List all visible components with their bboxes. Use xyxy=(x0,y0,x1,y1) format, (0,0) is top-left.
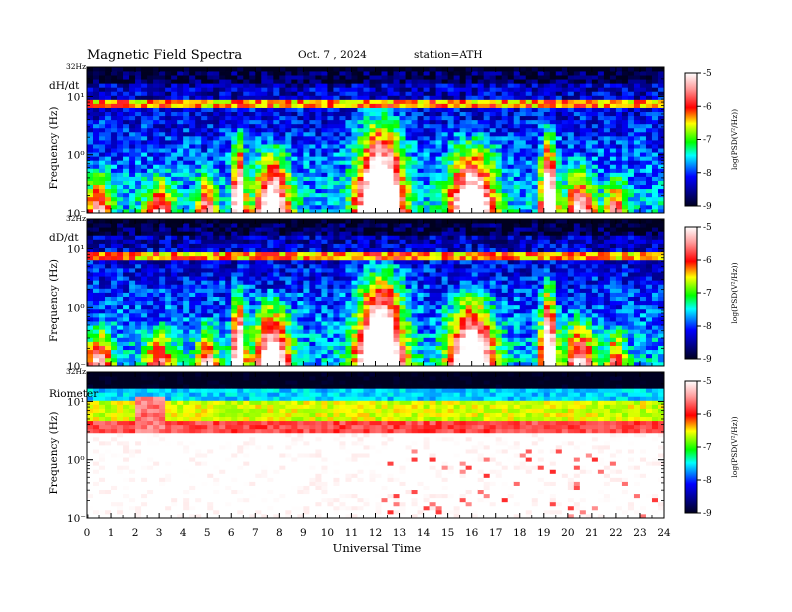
x-tick-label: 1 xyxy=(108,527,115,539)
colorbar-tick-label: -9 xyxy=(703,509,712,519)
x-tick-label: 11 xyxy=(345,527,358,539)
colorbar-scale xyxy=(684,380,698,514)
y-tick-label: 10⁻¹ xyxy=(67,513,90,525)
x-tick-label: 23 xyxy=(633,527,646,539)
colorbar-3: -5 -6 -7 -8 -9 log(PSD(V²/Hz)) xyxy=(684,377,739,519)
colorbar-tick-label: -8 xyxy=(703,476,712,486)
heatmap-3 xyxy=(87,372,665,519)
y-axis-label: Frequency (Hz) xyxy=(48,106,60,189)
x-tick-label: 20 xyxy=(561,527,574,539)
x-tick-label: 6 xyxy=(228,527,235,539)
x-tick-label: 24 xyxy=(657,527,671,539)
panel-3: Riometer 32Hz Frequency (Hz) 10⁻¹ 10⁰ 10¹ -5 -6… xyxy=(48,367,739,525)
colorbar-tick-label: -6 xyxy=(703,256,712,266)
y-tick-label: 10¹ xyxy=(67,396,85,408)
x-tick-label: 22 xyxy=(609,527,622,539)
x-tick-label: 17 xyxy=(489,527,502,539)
colorbar-tick-label: -8 xyxy=(703,169,712,179)
colorbar-tick-label: -5 xyxy=(703,69,712,79)
x-tick-label: 18 xyxy=(513,527,526,539)
x-tick-label: 9 xyxy=(300,527,307,539)
colorbar-tick-label: -9 xyxy=(703,355,712,365)
x-tick-label: 16 xyxy=(465,527,479,539)
x-tick-label: 4 xyxy=(180,527,187,539)
x-axis-label: Universal Time xyxy=(333,541,422,555)
station-label: station=ATH xyxy=(414,49,483,61)
x-tick-label: 19 xyxy=(537,527,550,539)
panel-label: Riometer xyxy=(49,388,99,400)
colorbar-tick-label: -5 xyxy=(703,223,712,233)
colorbar-label: log(PSD(V²/Hz)) xyxy=(730,109,739,170)
colorbar-tick-label: -6 xyxy=(703,102,712,112)
x-tick-label: 14 xyxy=(417,527,431,539)
y-tick-label: 10⁰ xyxy=(67,150,85,162)
y-tick-label: 10¹ xyxy=(67,91,85,103)
colorbar-scale xyxy=(684,226,698,360)
x-tick-label: 0 xyxy=(84,527,91,539)
y-axis-label: Frequency (Hz) xyxy=(48,259,60,342)
colorbar-scale xyxy=(684,72,698,207)
x-tick-label: 21 xyxy=(585,527,598,539)
colorbar-2: -5 -6 -7 -8 -9 log(PSD(V²/Hz)) xyxy=(684,223,739,365)
x-tick-label: 2 xyxy=(132,527,139,539)
colorbar-tick-label: -7 xyxy=(703,443,712,453)
colorbar-tick-label: -7 xyxy=(703,136,712,146)
x-tick-label: 13 xyxy=(393,527,406,539)
top-frequency-label: 32Hz xyxy=(66,62,86,71)
colorbar-tick-label: -6 xyxy=(703,410,712,420)
colorbar-label: log(PSD(V²/Hz)) xyxy=(730,262,739,323)
heatmap-1 xyxy=(87,67,665,214)
top-frequency-label: 32Hz xyxy=(66,367,86,376)
colorbar-tick-label: -8 xyxy=(703,322,712,332)
x-tick-label: 3 xyxy=(156,527,163,539)
x-tick-label: 8 xyxy=(276,527,283,539)
x-tick-label: 7 xyxy=(252,527,259,539)
colorbar-1: -5 -6 -7 -8 -9 log(PSD(V²/Hz)) xyxy=(684,69,739,212)
colorbar-tick-label: -5 xyxy=(703,377,712,387)
heatmap-2 xyxy=(87,219,665,367)
y-tick-label: 10⁻¹ xyxy=(67,361,90,373)
x-tick-label: 10 xyxy=(321,527,334,539)
date-label: Oct. 7 , 2024 xyxy=(298,49,367,61)
y-tick-label: 10⁰ xyxy=(67,455,85,467)
figure-title: Magnetic Field Spectra xyxy=(87,48,242,63)
panel-label: dD/dt xyxy=(49,232,79,244)
x-tick-label: 12 xyxy=(369,527,382,539)
y-axis-label: Frequency (Hz) xyxy=(48,411,60,494)
top-frequency-label: 32Hz xyxy=(66,214,86,223)
x-tick-label: 15 xyxy=(441,527,454,539)
x-tick-label: 5 xyxy=(204,527,211,539)
colorbar-tick-label: -9 xyxy=(703,202,712,212)
colorbar-label: log(PSD(V²/Hz)) xyxy=(730,416,739,477)
x-axis: 0 1 2 3 4 5 6 7 8 9 10 11 12 13 14 15 16 17 18 19 20 21 22 23 24 xyxy=(84,527,671,539)
panel-label: dH/dt xyxy=(49,80,80,92)
y-tick-label: 10⁰ xyxy=(67,302,85,314)
colorbar-tick-label: -7 xyxy=(703,289,712,299)
y-tick-label: 10⁻¹ xyxy=(67,208,90,220)
y-tick-label: 10¹ xyxy=(67,244,85,256)
